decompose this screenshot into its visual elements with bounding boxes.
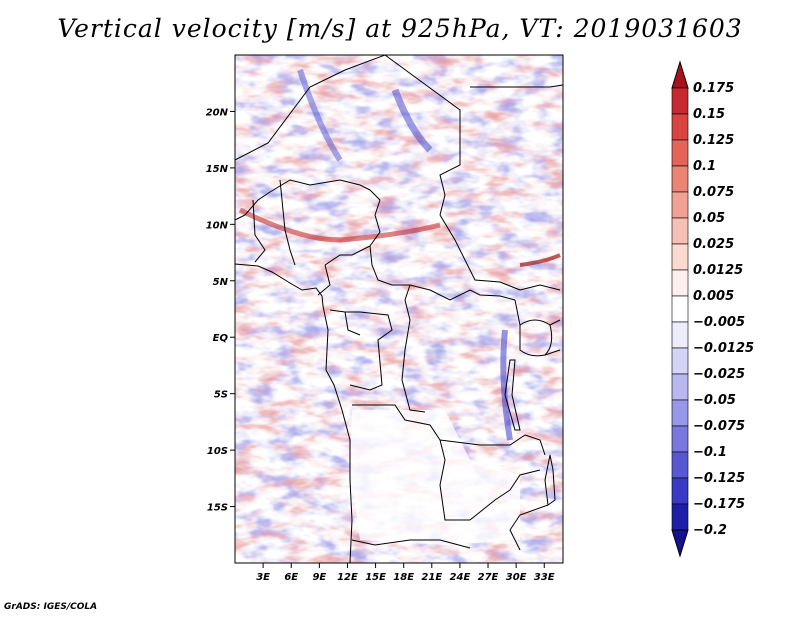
colorbar-label: −0.125 (693, 471, 745, 486)
colorbar-label: 0.075 (693, 185, 734, 200)
colorbar-label: 0.05 (693, 211, 725, 226)
colorbar-segment (671, 399, 689, 427)
colorbar-segment (671, 503, 689, 531)
colorbar-segment (671, 217, 689, 245)
colorbar-segment (671, 269, 689, 297)
colorbar-label: −0.075 (693, 419, 745, 434)
latitude-axis: 20N 15N 10N 5N EQ 5S 10S 15S (206, 107, 235, 514)
colorbar-label: 0.005 (693, 289, 734, 304)
lon-tick-label: 24E (450, 572, 471, 583)
colorbar-segment (671, 321, 689, 349)
lon-tick-label: 21E (421, 572, 442, 583)
colorbar-label: 0.15 (693, 107, 725, 122)
colorbar-segment (671, 139, 689, 167)
colorbar-label: −0.0125 (693, 341, 754, 356)
lon-tick-label: 18E (393, 572, 414, 583)
colorbar-segment (671, 87, 689, 115)
lon-tick-label: 15E (365, 572, 386, 583)
colorbar-label: 0.175 (693, 81, 734, 96)
lon-tick-label: 6E (284, 572, 298, 583)
lon-tick-label: 12E (337, 572, 358, 583)
colorbar-label: −0.1 (693, 445, 727, 460)
colorbar-segment (671, 191, 689, 219)
colorbar-top-arrow (671, 60, 689, 89)
colorbar-label: −0.2 (693, 523, 727, 538)
map-frame (234, 54, 564, 564)
lat-tick-label: 10S (207, 446, 228, 457)
colorbar-label: −0.175 (693, 497, 745, 512)
colorbar-segment (671, 347, 689, 375)
lat-tick-label: 20N (206, 107, 229, 118)
colorbar-label: −0.025 (693, 367, 745, 382)
colorbar: 0.175 0.15 0.125 0.1 0.075 0.05 0.025 0.0125 0.0… (671, 60, 754, 558)
longitude-axis: 3E 6E 9E 12E 15E 18E 21E 24E 27E 30E 33E (256, 563, 555, 583)
colorbar-label: 0.1 (693, 159, 716, 174)
colorbar-label: 0.0125 (693, 263, 743, 278)
colorbar-label: 0.025 (693, 237, 734, 252)
colorbar-bottom-arrow (671, 529, 689, 558)
lat-tick-label: 15S (207, 503, 228, 514)
lat-tick-label: 5S (214, 390, 228, 401)
lat-tick-label: 5N (213, 277, 229, 288)
colorbar-segment (671, 477, 689, 505)
colorbar-segment (671, 165, 689, 193)
colorbar-segment (671, 243, 689, 271)
lon-tick-label: 27E (478, 572, 499, 583)
lon-tick-label: 9E (312, 572, 326, 583)
colorbar-segment (671, 295, 689, 323)
lon-tick-label: 30E (506, 572, 527, 583)
colorbar-segment (671, 451, 689, 479)
lat-tick-label: 15N (206, 164, 229, 175)
lon-tick-label: 33E (534, 572, 555, 583)
country-borders (234, 54, 564, 564)
colorbar-segment (671, 113, 689, 141)
lon-tick-label: 3E (256, 572, 270, 583)
footer-credit: GrADS: IGES/COLA (4, 602, 98, 612)
lat-tick-label: EQ (213, 333, 229, 344)
velocity-field (235, 55, 563, 563)
colorbar-label: −0.005 (693, 315, 745, 330)
lat-tick-label: 10N (206, 220, 229, 231)
colorbar-label: −0.05 (693, 393, 736, 408)
colorbar-segment (671, 425, 689, 453)
colorbar-segment (671, 373, 689, 401)
map-title: Vertical velocity [m/s] at 925hPa, VT: 2… (57, 14, 743, 43)
colorbar-label: 0.125 (693, 133, 734, 148)
